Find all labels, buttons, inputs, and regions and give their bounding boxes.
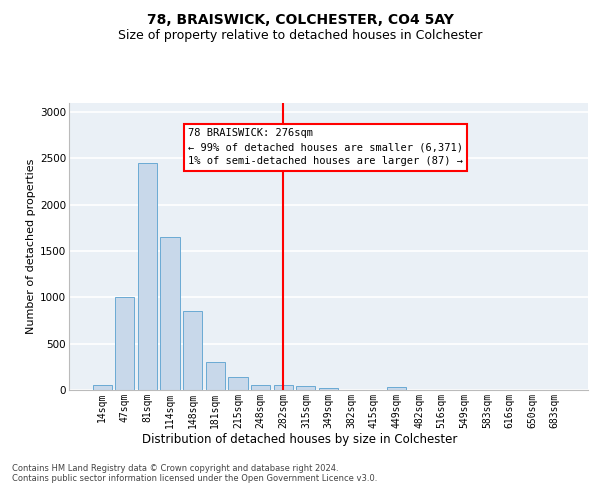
Bar — [274, 386, 293, 390]
Bar — [229, 377, 248, 390]
Text: Size of property relative to detached houses in Colchester: Size of property relative to detached ho… — [118, 29, 482, 42]
Bar — [206, 362, 225, 390]
Text: 78 BRAISWICK: 276sqm
← 99% of detached houses are smaller (6,371)
1% of semi-det: 78 BRAISWICK: 276sqm ← 99% of detached h… — [188, 128, 463, 166]
Y-axis label: Number of detached properties: Number of detached properties — [26, 158, 36, 334]
Bar — [296, 386, 316, 390]
Bar — [160, 237, 180, 390]
Text: 78, BRAISWICK, COLCHESTER, CO4 5AY: 78, BRAISWICK, COLCHESTER, CO4 5AY — [146, 12, 454, 26]
Bar — [115, 298, 134, 390]
Text: Contains HM Land Registry data © Crown copyright and database right 2024.
Contai: Contains HM Land Registry data © Crown c… — [12, 464, 377, 483]
Bar — [138, 163, 157, 390]
Bar — [92, 386, 112, 390]
Text: Distribution of detached houses by size in Colchester: Distribution of detached houses by size … — [142, 432, 458, 446]
Bar — [387, 387, 406, 390]
Bar — [183, 311, 202, 390]
Bar — [319, 388, 338, 390]
Bar — [251, 386, 270, 390]
